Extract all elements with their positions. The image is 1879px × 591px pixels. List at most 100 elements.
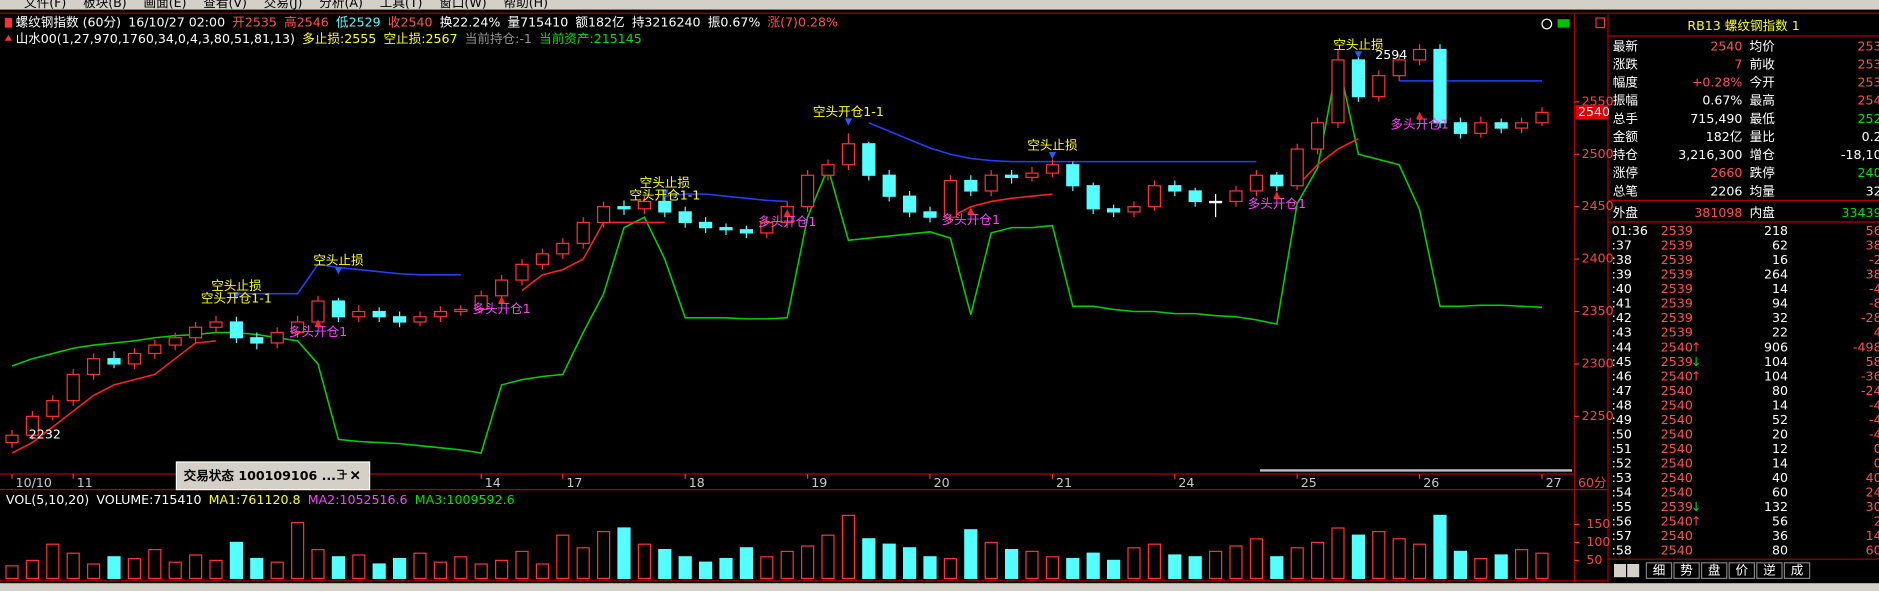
quote-value: 7 — [1734, 56, 1742, 71]
volume-bar — [46, 543, 60, 579]
candle-body — [1005, 174, 1019, 178]
tab-label[interactable]: 盘 — [1708, 563, 1721, 578]
menu-item[interactable]: 交易(J) — [264, 0, 303, 10]
tick-change: -4 — [1869, 412, 1879, 427]
menu-item[interactable]: 文件(F) — [24, 0, 66, 10]
tab[interactable] — [1701, 562, 1728, 579]
tick-change: 40 — [1866, 470, 1879, 485]
menu-item[interactable]: 分析(A) — [319, 0, 363, 10]
tick-volume: 60 — [1772, 484, 1788, 499]
y-tick-label: 2250 — [1582, 408, 1614, 423]
volume-bar — [535, 563, 550, 579]
tab-label[interactable]: 价 — [1736, 563, 1749, 578]
tick-time: 01:36 — [1612, 223, 1648, 238]
tick-price: 2539 — [1661, 354, 1693, 369]
quote-value: 253 — [1858, 75, 1879, 90]
tab[interactable] — [1728, 562, 1756, 579]
tab[interactable] — [1783, 562, 1811, 579]
quote-value: 253 — [1858, 56, 1879, 71]
volume-bar — [1453, 550, 1468, 579]
window-icon[interactable] — [1595, 17, 1606, 29]
volume-bar — [393, 558, 407, 579]
candle-body — [311, 300, 325, 323]
status-bar — [0, 583, 1879, 591]
trade-icon[interactable] — [1557, 19, 1570, 28]
candle-body — [841, 143, 856, 166]
tick-change: 38 — [1866, 267, 1879, 282]
pin-icon[interactable] — [337, 469, 347, 480]
menu-item[interactable]: 窗口(W) — [439, 0, 486, 10]
x-tick-label: 26 — [1423, 475, 1439, 490]
tick-price: 2540 — [1661, 397, 1693, 412]
tick-change: 0 — [1874, 455, 1879, 470]
tick-direction: ↑ — [1691, 514, 1702, 529]
signal-arrow — [1048, 151, 1057, 160]
candle-body — [1535, 111, 1549, 124]
quote-value: 0.67% — [1702, 93, 1742, 108]
candle-body — [882, 174, 896, 197]
quote-value: 253 — [1858, 38, 1879, 53]
candle-body — [597, 206, 611, 224]
volume-bar — [1045, 556, 1060, 579]
tick-price: 2540 — [1661, 339, 1693, 354]
candle-body — [25, 415, 40, 436]
tick-time: :54 — [1612, 484, 1632, 499]
candle-body — [352, 310, 366, 318]
tick-price: 2539 — [1661, 296, 1693, 311]
tab[interactable] — [1673, 562, 1700, 579]
candle-body — [393, 316, 407, 323]
quote-label: 均量 — [1750, 183, 1776, 198]
volume-bar — [5, 565, 19, 579]
tab-label[interactable]: 细 — [1653, 563, 1666, 578]
header-item: VOL(5,10,20) — [6, 492, 89, 507]
candle-body — [1270, 174, 1284, 187]
menu-item[interactable]: 工具(T) — [380, 0, 423, 10]
volume-bar — [291, 522, 305, 579]
scroll-left[interactable] — [1614, 564, 1627, 578]
menu-item[interactable]: 画面(E) — [144, 0, 187, 10]
y-tick-label: 100 — [1586, 534, 1610, 549]
tick-volume: 14 — [1772, 281, 1788, 296]
scroll-right[interactable] — [1627, 564, 1640, 578]
header-item: 量715410 — [508, 14, 569, 29]
candle-body — [801, 174, 815, 208]
volume-bar — [1392, 538, 1406, 579]
trade-window[interactable]: 交易状态 100109106 ... — [175, 461, 371, 491]
tab-label[interactable]: 势 — [1680, 563, 1693, 578]
candle-body — [535, 253, 550, 265]
quote-label: 内盘 — [1750, 205, 1776, 220]
tick-volume: 20 — [1772, 426, 1788, 441]
menu-item[interactable]: 查看(V) — [203, 0, 247, 10]
tab[interactable] — [1645, 562, 1673, 579]
y-tick-label: 50 — [1586, 552, 1602, 567]
signal-arrow — [232, 292, 241, 300]
candle-body — [229, 321, 244, 339]
volume-bar — [576, 547, 590, 579]
y-tick-label: 2450 — [1582, 198, 1614, 213]
candle-body — [576, 221, 590, 244]
y-tick-label: 150 — [1586, 516, 1610, 531]
tab-label[interactable]: 成 — [1791, 563, 1804, 578]
tab[interactable] — [1756, 562, 1783, 579]
x-tick-label: 17 — [566, 475, 582, 490]
tick-volume: 36 — [1772, 528, 1788, 543]
tick-price: 2540 — [1661, 543, 1693, 558]
candle-body — [1086, 185, 1100, 210]
header-item: 额182亿 — [575, 14, 624, 29]
candle-body — [617, 206, 631, 210]
header-item: 高2546 — [284, 14, 329, 29]
signal-arrow — [967, 207, 975, 215]
volume-bar — [168, 561, 182, 579]
candle-body — [658, 200, 672, 213]
volume-bar — [1515, 549, 1529, 579]
close-icon[interactable] — [350, 470, 360, 480]
menu-item[interactable]: 板块(B) — [83, 0, 127, 10]
tick-time: :47 — [1612, 383, 1632, 398]
panel-title: RB13 螺纹钢指数 1 — [1687, 18, 1799, 33]
volume-bar — [984, 541, 998, 579]
settings-icon[interactable] — [1541, 18, 1553, 30]
menu-item[interactable]: 帮助(H) — [504, 0, 548, 10]
last-price-tag — [1575, 105, 1609, 120]
tab-label[interactable]: 逆 — [1763, 563, 1776, 578]
